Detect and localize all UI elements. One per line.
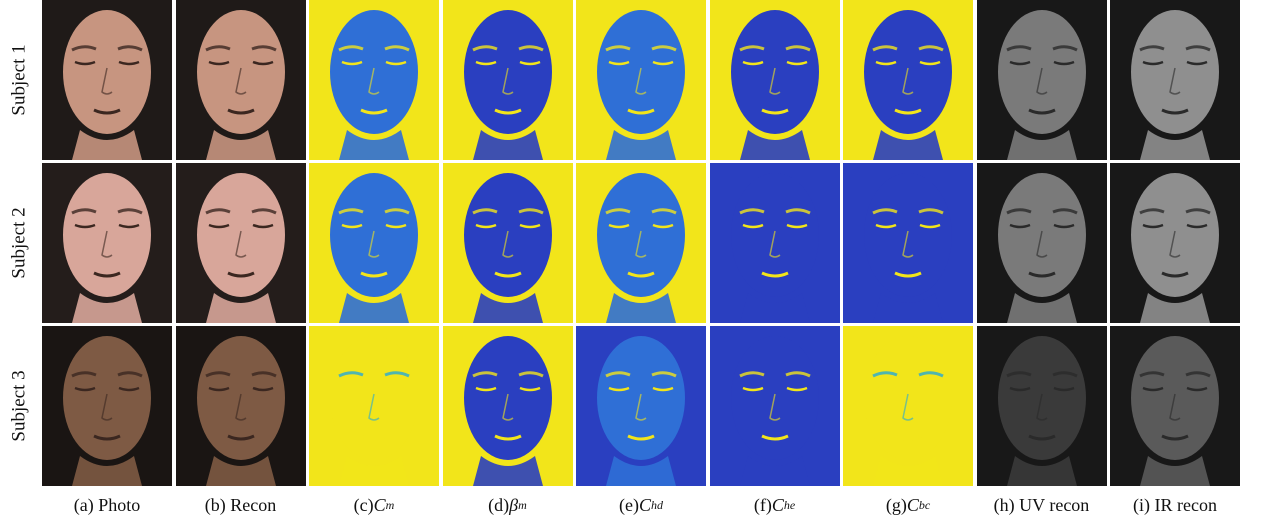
face-photo-icon xyxy=(42,326,172,486)
caption-subscript: m xyxy=(518,497,527,512)
image-tile xyxy=(1110,326,1240,486)
caption-prefix: (f) xyxy=(753,494,772,515)
column-caption: (h) UV recon xyxy=(977,492,1107,518)
column-caption: (b) Recon xyxy=(176,492,306,518)
image-tile xyxy=(843,326,973,486)
image-tile xyxy=(42,326,172,486)
image-tile xyxy=(843,163,973,323)
face-gray-icon xyxy=(1110,163,1240,323)
image-tile xyxy=(442,0,573,160)
image-tile xyxy=(576,326,706,486)
face-map-icon xyxy=(309,163,439,323)
face-map-icon xyxy=(709,163,840,323)
face-photo-icon xyxy=(175,163,306,323)
image-tile xyxy=(175,326,306,486)
caption-prefix: (d) xyxy=(488,494,510,515)
caption-prefix: (b) Recon xyxy=(204,494,277,515)
image-tile xyxy=(309,326,439,486)
image-tile xyxy=(709,0,840,160)
image-tile xyxy=(42,163,172,323)
face-gray-icon xyxy=(976,0,1107,160)
row-label-text: Subject 2 xyxy=(9,207,30,279)
row-label: Subject 3 xyxy=(0,326,40,486)
caption-symbol: C xyxy=(906,494,919,515)
image-tile xyxy=(309,163,439,323)
caption-symbol: C xyxy=(771,494,784,515)
image-tile xyxy=(709,163,840,323)
caption-prefix: (e) xyxy=(619,494,639,515)
face-photo-icon xyxy=(175,326,306,486)
column-caption: (a) Photo xyxy=(42,492,172,518)
image-tile xyxy=(976,326,1107,486)
image-tile xyxy=(1110,163,1240,323)
caption-prefix: (c) xyxy=(353,494,374,515)
face-photo-icon xyxy=(42,163,172,323)
face-gray-icon xyxy=(1110,0,1240,160)
face-map-icon xyxy=(442,0,573,160)
image-tile xyxy=(442,326,573,486)
row-label-text: Subject 3 xyxy=(9,370,30,442)
caption-prefix: (g) xyxy=(885,494,907,515)
face-map-icon xyxy=(843,0,973,160)
face-map-icon xyxy=(709,0,840,160)
image-tile xyxy=(709,326,840,486)
face-photo-icon xyxy=(42,0,172,160)
face-gray-icon xyxy=(976,326,1107,486)
image-tile xyxy=(576,163,706,323)
face-map-icon xyxy=(309,0,439,160)
face-gray-icon xyxy=(976,163,1107,323)
image-tile xyxy=(1110,0,1240,160)
image-tile xyxy=(442,163,573,323)
image-tile xyxy=(976,0,1107,160)
image-tile xyxy=(175,0,306,160)
image-tile xyxy=(576,0,706,160)
image-tile xyxy=(42,0,172,160)
row-label: Subject 2 xyxy=(0,163,40,323)
caption-subscript: bc xyxy=(918,497,931,512)
face-map-icon xyxy=(843,326,973,486)
caption-symbol: C xyxy=(373,494,386,515)
face-map-icon xyxy=(576,326,706,486)
face-photo-icon xyxy=(175,0,306,160)
image-tile xyxy=(843,0,973,160)
face-gray-icon xyxy=(1110,326,1240,486)
image-tile xyxy=(976,163,1107,323)
row-label-text: Subject 1 xyxy=(9,44,30,116)
face-map-icon xyxy=(309,326,439,486)
face-map-icon xyxy=(843,163,973,323)
face-map-icon xyxy=(442,326,573,486)
column-caption: (i) IR recon xyxy=(1110,492,1240,518)
image-tile xyxy=(309,0,439,160)
face-map-icon xyxy=(576,163,706,323)
caption-subscript: he xyxy=(783,497,796,512)
caption-symbol: β xyxy=(509,494,519,515)
caption-prefix: (i) IR recon xyxy=(1133,494,1217,515)
face-map-icon xyxy=(576,0,706,160)
caption-symbol: C xyxy=(638,494,651,515)
face-map-icon xyxy=(442,163,573,323)
caption-prefix: (a) Photo xyxy=(73,494,141,515)
caption-prefix: (h) UV recon xyxy=(993,494,1090,515)
image-tile xyxy=(175,163,306,323)
caption-subscript: m xyxy=(385,497,395,512)
face-map-icon xyxy=(709,326,840,486)
caption-subscript: hd xyxy=(651,497,663,512)
row-label: Subject 1 xyxy=(0,0,40,160)
